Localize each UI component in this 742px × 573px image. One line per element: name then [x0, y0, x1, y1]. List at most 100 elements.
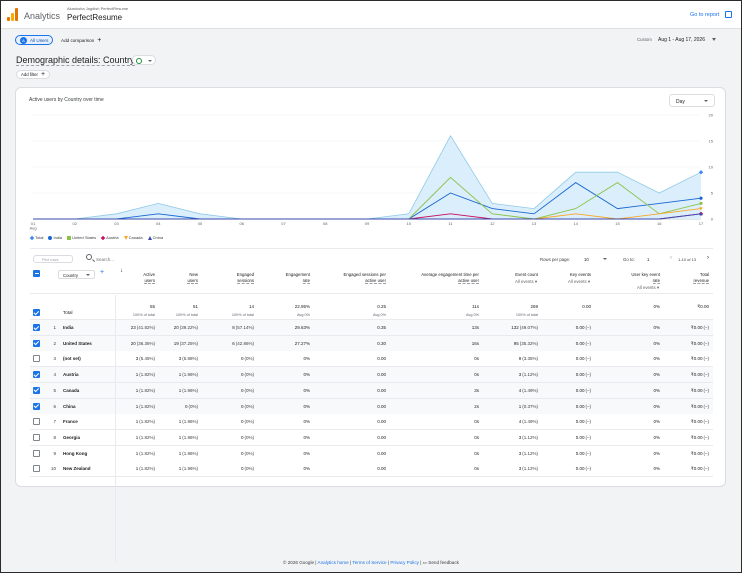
- metric-value: 0: [240, 434, 244, 440]
- add-comparison-button[interactable]: Add comparison +: [57, 35, 105, 45]
- column-header-key-events[interactable]: Key events All events ▾: [511, 272, 591, 286]
- metric-percent: (1.82%): [139, 372, 155, 378]
- row-checkbox[interactable]: [33, 339, 40, 347]
- chevron-down-icon[interactable]: [603, 258, 607, 260]
- row-checkbox[interactable]: [33, 386, 40, 394]
- send-feedback-link[interactable]: Send feedback: [428, 560, 459, 565]
- legend-item[interactable]: Total: [29, 235, 43, 240]
- circle-legend-icon: [48, 235, 53, 240]
- add-dimension-icon[interactable]: +: [100, 269, 105, 276]
- metric-cell: 0s: [409, 372, 479, 377]
- prev-page-icon[interactable]: ‹: [670, 255, 672, 261]
- x-tick-label: 13: [532, 221, 537, 226]
- metric-percent: (1.96%): [182, 466, 198, 472]
- column-header-eng-per-user[interactable]: Engaged sessions per active user: [306, 272, 386, 284]
- terms-link[interactable]: Terms of Service: [352, 560, 387, 565]
- next-page-icon[interactable]: ›: [707, 255, 709, 261]
- event-filter-select[interactable]: All events ▾: [568, 279, 590, 284]
- country-name[interactable]: Austria: [63, 372, 79, 378]
- country-name[interactable]: France: [63, 419, 78, 425]
- metric-cell: 132(49.07%): [468, 325, 538, 330]
- select-all-checkbox[interactable]: [33, 270, 40, 277]
- row-checkbox[interactable]: [33, 324, 40, 331]
- row-checkbox[interactable]: [33, 433, 40, 441]
- event-filter-select[interactable]: All events ▾: [637, 285, 659, 290]
- total-row-checkbox[interactable]: [33, 309, 40, 316]
- add-filter-button[interactable]: Add filter +: [16, 70, 51, 79]
- row-checkbox[interactable]: [33, 465, 40, 473]
- plus-icon: +: [40, 71, 46, 78]
- metric-value: 0.00: [377, 356, 386, 362]
- column-header-new-users[interactable]: New users: [118, 272, 198, 284]
- country-name[interactable]: Canada: [63, 387, 80, 393]
- metric-percent: (0.37%): [522, 403, 538, 409]
- date-dropdown-icon[interactable]: [712, 38, 716, 41]
- table-row[interactable]: [30, 445, 713, 461]
- legend-item[interactable]: India: [48, 235, 62, 240]
- row-checkbox[interactable]: [33, 402, 40, 410]
- table-row[interactable]: [30, 351, 713, 367]
- row-checkbox[interactable]: [33, 355, 40, 363]
- granularity-select[interactable]: Day: [669, 94, 715, 107]
- property-name[interactable]: PerfectResume: [67, 13, 123, 22]
- metric-value: 0: [240, 387, 244, 393]
- row-checkbox[interactable]: [33, 371, 40, 379]
- open-external-icon[interactable]: [725, 11, 732, 18]
- column-header-avg-time[interactable]: Average engagement time per active user: [399, 272, 479, 284]
- table-row[interactable]: [30, 367, 713, 383]
- legend-item[interactable]: Austria: [100, 235, 119, 240]
- legend-item[interactable]: Canada: [123, 235, 143, 240]
- table-row[interactable]: [30, 429, 713, 445]
- metric-cell: 0s: [409, 435, 479, 440]
- metric-percent: (–): [703, 325, 710, 330]
- footer: © 2026 Google | Analytics home | Terms o…: [283, 560, 459, 565]
- metric-value: 132: [511, 325, 519, 330]
- report-status-menu[interactable]: [132, 55, 156, 65]
- table-row[interactable]: [30, 414, 713, 430]
- column-header-engagement-rate[interactable]: Engagement rate: [230, 272, 310, 284]
- metric-value: 0s: [474, 434, 479, 440]
- country-name[interactable]: (not set): [63, 356, 81, 362]
- segment-chip-all-users[interactable]: A All Users: [15, 35, 54, 45]
- dimension-select[interactable]: Country: [58, 270, 95, 279]
- column-header-active-users[interactable]: Active users: [75, 272, 155, 284]
- goto-page-input[interactable]: 1: [647, 257, 650, 262]
- legend-item[interactable]: United States: [67, 235, 96, 240]
- row-checkbox[interactable]: [33, 449, 40, 457]
- table-row[interactable]: [30, 398, 713, 414]
- legend-item[interactable]: China: [147, 235, 163, 240]
- date-range-picker[interactable]: Aug 1 - Aug 17, 2026: [658, 37, 705, 43]
- country-name[interactable]: India: [63, 325, 74, 330]
- country-name[interactable]: New Zealand: [63, 466, 91, 472]
- table-row[interactable]: [30, 382, 713, 398]
- privacy-link[interactable]: Privacy Policy: [390, 560, 419, 565]
- plot-rows-button[interactable]: Plot rows: [33, 255, 73, 263]
- country-name[interactable]: Georgia: [63, 434, 81, 440]
- country-name[interactable]: China: [63, 403, 76, 409]
- table-row[interactable]: [30, 335, 713, 351]
- table-row[interactable]: [30, 320, 713, 335]
- country-name[interactable]: Hong Kong: [63, 450, 88, 456]
- column-header-user-key-rate[interactable]: User key event rate All events ▾: [580, 272, 660, 292]
- column-header-revenue[interactable]: Total revenue: [629, 272, 709, 284]
- analytics-home-link[interactable]: Analytics home: [317, 560, 349, 565]
- rows-per-page-select[interactable]: 10: [584, 257, 589, 262]
- metric-value: 0: [240, 450, 244, 456]
- account-name[interactable]: Akanksha Jagdish PerfectResume: [67, 6, 129, 11]
- sort-desc-icon[interactable]: ↓: [120, 268, 123, 274]
- column-header-engaged[interactable]: Engaged sessions: [174, 272, 254, 284]
- table-row[interactable]: [30, 461, 713, 477]
- series-line-china: [33, 213, 702, 220]
- metric-percent: (–): [585, 325, 592, 330]
- series-end-marker: [699, 196, 703, 200]
- country-name[interactable]: United States: [63, 340, 92, 346]
- column-header-event-count[interactable]: Event count All events ▾: [458, 272, 538, 286]
- go-to-report-link[interactable]: Go to report: [690, 12, 720, 18]
- column-header-label: Average engagement time per: [421, 272, 479, 277]
- metric-cell: 0%: [240, 435, 310, 440]
- metric-percent: (49.07%): [519, 325, 538, 330]
- search-input[interactable]: [96, 255, 196, 263]
- total-subtext: Avg 0%: [465, 313, 479, 317]
- event-filter-select[interactable]: All events ▾: [515, 279, 537, 284]
- row-checkbox[interactable]: [33, 418, 40, 426]
